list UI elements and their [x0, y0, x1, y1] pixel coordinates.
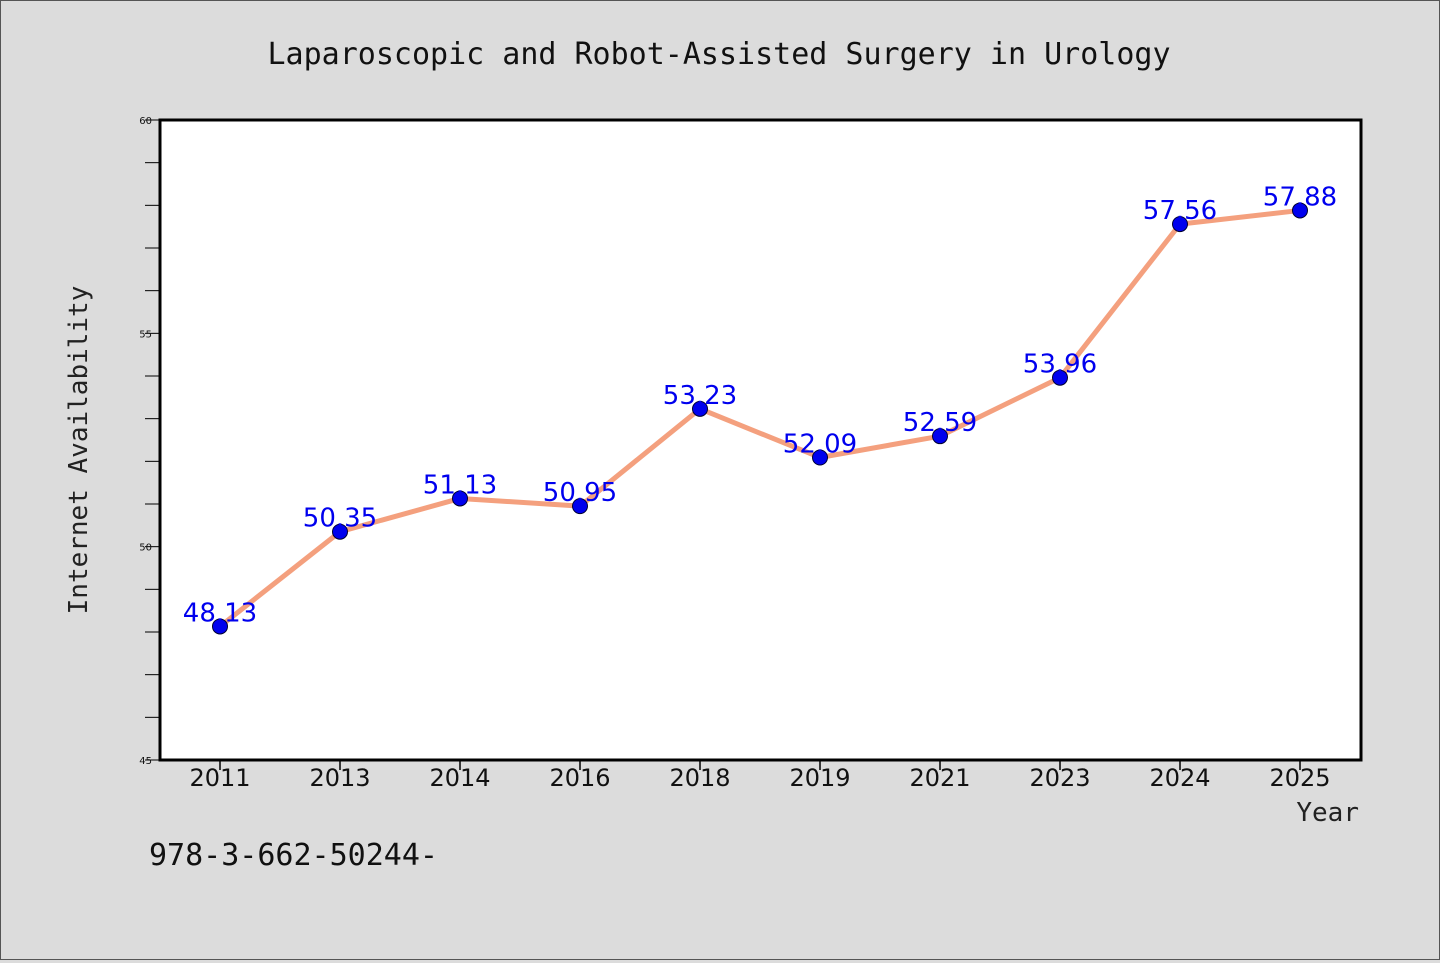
x-tick-label: 2011 — [189, 764, 250, 792]
chart-title: Laparoscopic and Robot-Assisted Surgery … — [267, 37, 1170, 72]
y-axis-ticks: 45 50 55 60 — [139, 116, 160, 767]
data-label: 57.56 — [1143, 196, 1217, 226]
x-tick-label: 2024 — [1149, 764, 1210, 792]
data-label: 57.88 — [1263, 182, 1337, 212]
data-point — [212, 618, 228, 635]
x-tick-label: 2018 — [669, 764, 730, 792]
x-tick-label: 2019 — [789, 764, 850, 792]
data-point — [692, 400, 708, 417]
data-label: 53.96 — [1023, 350, 1097, 380]
data-points — [212, 202, 1308, 635]
data-point — [812, 449, 828, 466]
y-tick-label: 45 — [139, 756, 152, 767]
data-point — [452, 490, 468, 507]
data-label: 52.59 — [903, 408, 977, 438]
x-axis-ticks: 2011 2013 2014 2016 2018 2019 2021 2023 2024 2025 — [189, 760, 1331, 792]
x-tick-label: 2013 — [309, 764, 370, 792]
data-point — [572, 498, 588, 515]
x-axis-label: Year — [1296, 798, 1359, 828]
y-tick-label: 50 — [139, 543, 152, 554]
data-label: 50.35 — [303, 504, 377, 534]
data-point — [1052, 369, 1068, 386]
data-point — [332, 523, 348, 540]
data-point — [932, 428, 948, 445]
y-axis-label: Internet Availability — [64, 286, 94, 615]
data-point — [1292, 202, 1308, 219]
y-tick-label: 60 — [139, 116, 152, 127]
data-labels: 48.13 50.35 51.13 50.95 53.23 52.09 52.59 53.96… — [183, 182, 1337, 628]
y-tick-label: 55 — [139, 329, 152, 340]
data-label: 51.13 — [423, 470, 497, 500]
x-tick-label: 2025 — [1269, 764, 1330, 792]
plot-area — [158, 118, 1363, 762]
data-label: 50.95 — [543, 478, 617, 508]
x-tick-label: 2021 — [909, 764, 970, 792]
footer-text: 978-3-662-50244- — [149, 838, 438, 873]
x-tick-label: 2016 — [549, 764, 610, 792]
data-label: 53.23 — [663, 381, 737, 411]
data-label: 52.09 — [783, 429, 857, 459]
series-line — [218, 207, 1301, 629]
data-point — [1172, 216, 1188, 233]
x-tick-label: 2023 — [1029, 764, 1090, 792]
data-label: 48.13 — [183, 598, 257, 628]
x-tick-label: 2014 — [429, 764, 490, 792]
